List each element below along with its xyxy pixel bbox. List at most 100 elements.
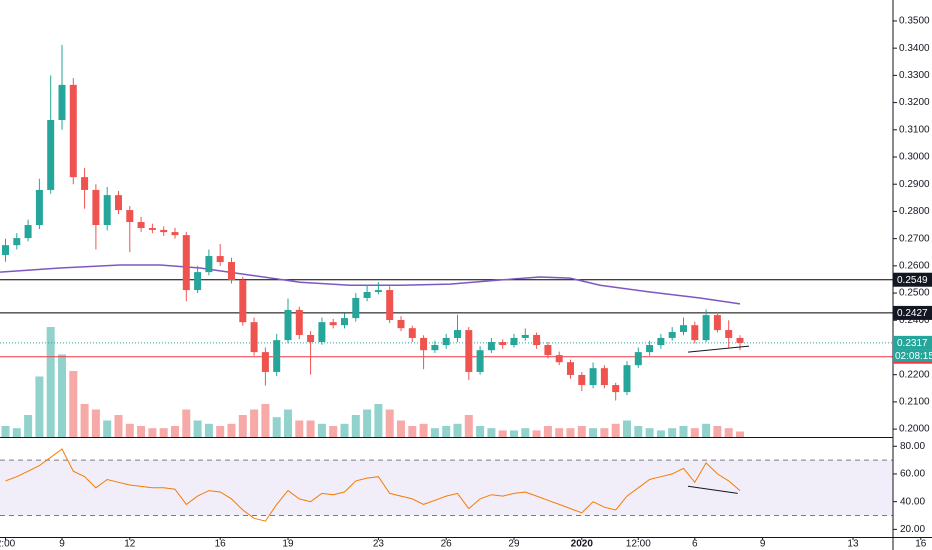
candle-body bbox=[397, 319, 405, 329]
level-label: 0.2427 bbox=[897, 308, 928, 319]
candle-body bbox=[160, 229, 168, 233]
candle-body bbox=[623, 365, 631, 393]
candle-body bbox=[612, 385, 620, 393]
volume-bar bbox=[589, 428, 598, 437]
volume-bar bbox=[261, 404, 270, 437]
rsi-tick-label: 60.00 bbox=[900, 469, 925, 480]
y-tick-label: 0.2700 bbox=[899, 233, 930, 244]
volume-bar bbox=[329, 426, 338, 437]
volume-bar bbox=[555, 428, 564, 437]
y-tick-label: 0.2900 bbox=[899, 179, 930, 190]
volume-bar bbox=[35, 376, 44, 437]
volume-bar bbox=[250, 409, 259, 437]
candle-body bbox=[35, 189, 43, 226]
volume-bar bbox=[600, 428, 609, 437]
candle-body bbox=[284, 309, 292, 341]
x-tick-label: 16 bbox=[215, 539, 227, 550]
volume-bar bbox=[114, 415, 123, 437]
volume-bar bbox=[713, 426, 722, 437]
rsi-trendline bbox=[687, 485, 738, 494]
candle-body bbox=[216, 256, 224, 263]
y-tick-label: 0.3100 bbox=[899, 124, 930, 135]
x-tick-label: 12 bbox=[124, 539, 136, 550]
x-tick-label: 23 bbox=[373, 539, 385, 550]
candle-body bbox=[92, 189, 100, 226]
volume-bar bbox=[430, 428, 439, 437]
candle-body bbox=[386, 290, 394, 320]
volume-bar bbox=[374, 404, 383, 437]
candle-body bbox=[499, 342, 507, 346]
candle-body bbox=[374, 290, 382, 292]
candle-body bbox=[239, 279, 247, 323]
volume-bar bbox=[532, 430, 541, 437]
volume-bar bbox=[317, 423, 326, 437]
candle-body bbox=[363, 291, 371, 298]
x-tick-label: 9 bbox=[760, 539, 766, 550]
candle-body bbox=[261, 352, 269, 372]
y-tick-label: 0.3200 bbox=[899, 97, 930, 108]
volume-bar bbox=[340, 423, 349, 437]
candle-body bbox=[148, 228, 156, 230]
volume-bar bbox=[735, 431, 744, 437]
candle-body bbox=[713, 315, 721, 331]
candle-body bbox=[646, 345, 654, 353]
volume-bar bbox=[622, 420, 631, 437]
candle-body bbox=[453, 330, 461, 338]
last-price-label: 0.2317 bbox=[897, 338, 928, 349]
plot-area bbox=[0, 44, 893, 522]
volume-bar bbox=[159, 428, 168, 437]
candle-body bbox=[691, 325, 699, 341]
candle-body bbox=[69, 84, 77, 178]
candle-body bbox=[600, 368, 608, 386]
volume-bar bbox=[476, 426, 485, 437]
level-tag bbox=[893, 305, 932, 320]
candle-body bbox=[668, 331, 676, 338]
volume-bar bbox=[272, 417, 281, 437]
candle-body bbox=[194, 272, 202, 291]
volume-bar bbox=[137, 426, 146, 437]
candle-body bbox=[307, 334, 315, 343]
volume-bar bbox=[487, 428, 496, 437]
volume-bar bbox=[193, 420, 202, 437]
candle-body bbox=[114, 195, 122, 211]
volume-bar bbox=[204, 423, 213, 437]
volume-bar bbox=[91, 409, 100, 437]
volume-bar bbox=[227, 423, 236, 437]
x-tick-label: 19 bbox=[282, 539, 294, 550]
last-price-tag bbox=[893, 335, 932, 350]
volume-bar bbox=[566, 428, 575, 437]
volume-bar bbox=[724, 428, 733, 437]
volume-bar bbox=[453, 423, 462, 437]
y-tick-label: 0.3000 bbox=[899, 152, 930, 163]
y-tick-label: 0.2000 bbox=[899, 424, 930, 435]
candle-body bbox=[736, 337, 744, 343]
volume-bar bbox=[57, 354, 66, 437]
x-tick-label: 13 bbox=[847, 539, 859, 550]
x-tick-label: 12:00 bbox=[626, 539, 651, 550]
candle-body bbox=[589, 368, 597, 386]
volume-bar bbox=[464, 415, 473, 437]
candle-body bbox=[634, 352, 642, 366]
volume-bar bbox=[351, 415, 360, 437]
candle-body bbox=[544, 345, 552, 356]
rsi-tick-label: 80.00 bbox=[900, 441, 925, 452]
x-tick-label: 2020 bbox=[571, 539, 594, 550]
volume-bar bbox=[295, 420, 304, 437]
candle-body bbox=[555, 355, 563, 363]
candle-body bbox=[476, 350, 484, 372]
countdown-tag bbox=[893, 349, 932, 362]
trendline bbox=[687, 345, 750, 353]
candle-body bbox=[205, 256, 213, 273]
candle-body bbox=[578, 374, 586, 386]
candle-body bbox=[171, 232, 179, 236]
volume-bar bbox=[656, 430, 665, 437]
y-tick-label: 0.2600 bbox=[899, 260, 930, 271]
candle-body bbox=[420, 337, 428, 351]
candle-body bbox=[137, 222, 145, 229]
rsi-line bbox=[5, 448, 741, 522]
rsi-band bbox=[0, 460, 893, 516]
volume-bar bbox=[170, 426, 179, 437]
candle-body bbox=[431, 345, 439, 351]
